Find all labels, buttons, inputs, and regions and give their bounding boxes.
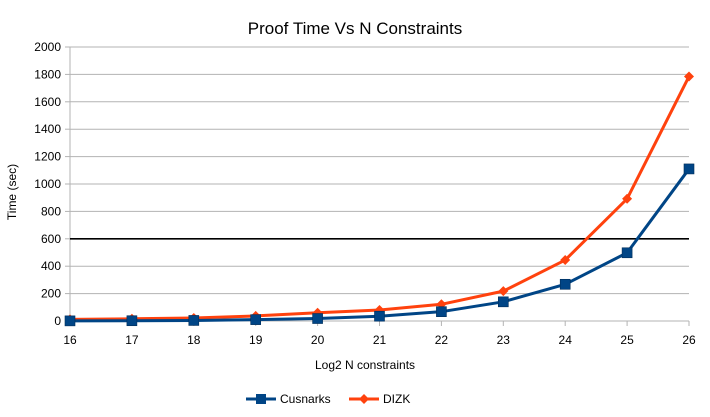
series-line-cusnarks xyxy=(69,168,691,323)
point-dizk-25 xyxy=(622,193,633,204)
x-tick-label-19: 19 xyxy=(249,333,263,347)
legend-marker-dizk xyxy=(359,394,369,404)
point-dizk-26 xyxy=(684,71,694,82)
y-tick-label-400: 400 xyxy=(41,259,61,273)
x-tick-label-22: 22 xyxy=(435,333,449,347)
x-tick-label-23: 23 xyxy=(497,333,511,347)
y-tick-label-600: 600 xyxy=(41,232,61,246)
y-tick-label-1000: 1000 xyxy=(34,177,61,191)
legend-label-cusnarks: Cusnarks xyxy=(280,392,331,406)
point-cusnarks-16 xyxy=(64,315,76,327)
x-tick-label-16: 16 xyxy=(63,333,77,347)
y-tick-label-800: 800 xyxy=(41,204,61,218)
point-cusnarks-20 xyxy=(312,313,323,324)
x-tick-label-18: 18 xyxy=(187,333,201,347)
legend-marker-cusnarks xyxy=(256,394,266,404)
point-cusnarks-23 xyxy=(497,296,509,308)
point-cusnarks-18 xyxy=(188,315,200,326)
legend-label-dizk: DIZK xyxy=(383,392,410,406)
point-cusnarks-17 xyxy=(126,315,138,327)
point-cusnarks-24 xyxy=(559,278,571,290)
x-tick-label-24: 24 xyxy=(559,333,573,347)
y-tick-label-1200: 1200 xyxy=(34,150,61,164)
point-cusnarks-26 xyxy=(683,163,695,175)
chart-title: Proof Time Vs N Constraints xyxy=(248,19,462,38)
y-tick-label-1600: 1600 xyxy=(34,95,61,109)
point-cusnarks-25 xyxy=(621,247,633,259)
point-dizk-24 xyxy=(560,255,571,266)
series-group xyxy=(64,71,695,327)
point-cusnarks-22 xyxy=(436,306,447,317)
y-tick-label-200: 200 xyxy=(41,287,61,301)
x-tick-label-20: 20 xyxy=(311,333,325,347)
x-tick-label-26: 26 xyxy=(682,333,696,347)
series-line-dizk xyxy=(69,75,691,321)
point-cusnarks-19 xyxy=(250,314,261,325)
x-tick-label-25: 25 xyxy=(620,333,634,347)
y-tick-label-0: 0 xyxy=(54,314,61,328)
grid-lines xyxy=(65,46,690,326)
y-tick-label-1400: 1400 xyxy=(34,122,61,136)
x-tick-label-21: 21 xyxy=(373,333,387,347)
legend: Cusnarks DIZK xyxy=(246,392,410,406)
point-dizk-23 xyxy=(498,286,509,297)
point-cusnarks-21 xyxy=(374,310,385,322)
y-tick-labels: 0 200 400 600 800 1000 1200 1400 1600 1800 2000 xyxy=(34,40,61,328)
x-tick-labels: 16 17 18 19 20 21 22 23 24 25 26 xyxy=(63,333,696,347)
y-tick-label-2000: 2000 xyxy=(34,40,61,54)
x-tick-label-17: 17 xyxy=(125,333,139,347)
x-axis-label: Log2 N constraints xyxy=(315,358,415,372)
y-axis-label: Time (sec) xyxy=(5,164,19,220)
y-tick-label-1800: 1800 xyxy=(34,67,61,81)
